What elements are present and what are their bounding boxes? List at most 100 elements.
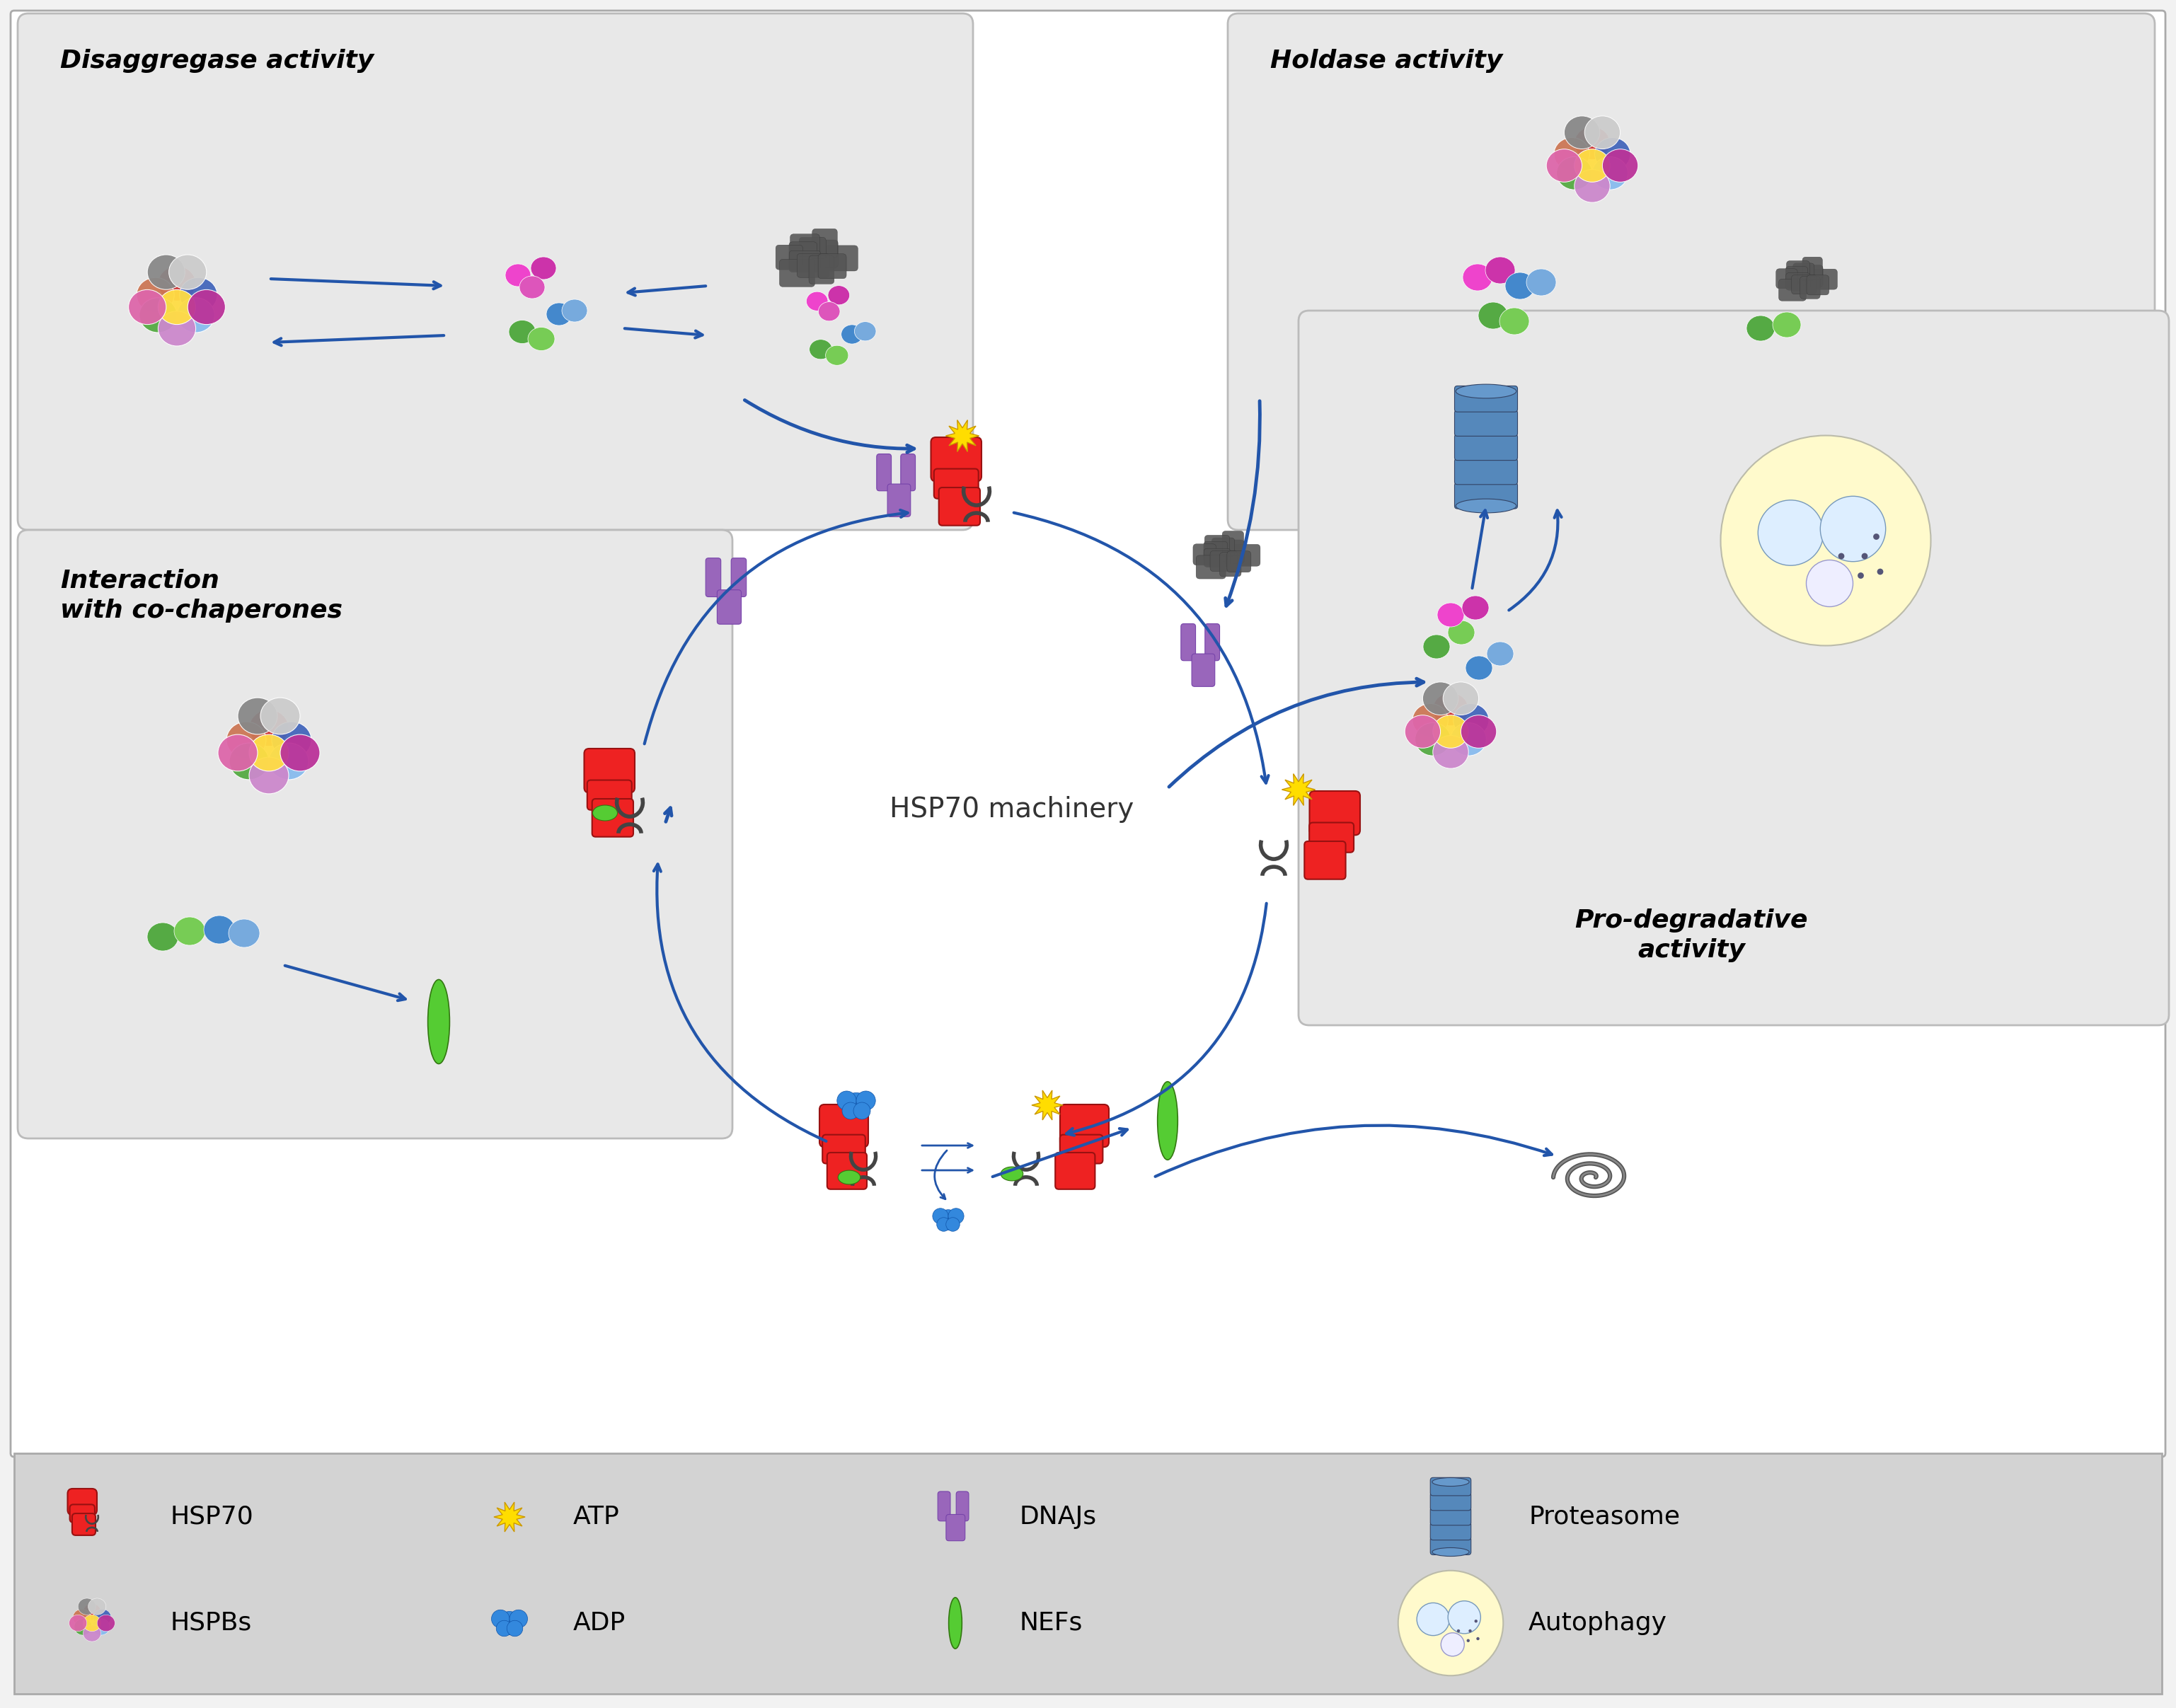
FancyBboxPatch shape <box>1791 275 1817 294</box>
Text: Interaction
with co-chaperones: Interaction with co-chaperones <box>61 569 342 623</box>
Ellipse shape <box>1593 157 1628 190</box>
FancyBboxPatch shape <box>705 559 720 596</box>
Ellipse shape <box>148 922 178 951</box>
FancyBboxPatch shape <box>67 1489 98 1515</box>
FancyBboxPatch shape <box>1310 823 1353 852</box>
Ellipse shape <box>78 1599 96 1614</box>
Ellipse shape <box>1525 268 1556 295</box>
FancyBboxPatch shape <box>1454 483 1517 509</box>
FancyBboxPatch shape <box>799 237 827 260</box>
Ellipse shape <box>148 254 185 290</box>
FancyBboxPatch shape <box>934 468 979 499</box>
FancyBboxPatch shape <box>1210 550 1238 572</box>
Ellipse shape <box>1423 635 1449 659</box>
FancyBboxPatch shape <box>901 454 916 490</box>
Circle shape <box>1469 1629 1471 1633</box>
Ellipse shape <box>1158 1081 1177 1160</box>
Ellipse shape <box>91 1619 109 1635</box>
Ellipse shape <box>1406 716 1441 748</box>
Circle shape <box>1441 1633 1464 1657</box>
FancyBboxPatch shape <box>827 1153 866 1189</box>
Ellipse shape <box>137 278 174 313</box>
FancyBboxPatch shape <box>1299 311 2169 1025</box>
Text: DNAJs: DNAJs <box>1018 1505 1097 1529</box>
FancyBboxPatch shape <box>1303 842 1345 880</box>
Ellipse shape <box>74 1619 91 1635</box>
FancyBboxPatch shape <box>1060 1134 1103 1163</box>
Circle shape <box>1475 1619 1478 1623</box>
Circle shape <box>1447 1600 1480 1633</box>
FancyBboxPatch shape <box>1430 1493 1471 1510</box>
FancyBboxPatch shape <box>947 1515 964 1541</box>
Ellipse shape <box>159 266 196 301</box>
Circle shape <box>1467 1640 1469 1641</box>
Ellipse shape <box>281 734 320 770</box>
FancyBboxPatch shape <box>17 14 973 529</box>
Ellipse shape <box>1432 736 1469 769</box>
FancyBboxPatch shape <box>1212 538 1234 557</box>
Ellipse shape <box>1499 307 1530 335</box>
Ellipse shape <box>1432 1477 1469 1486</box>
FancyBboxPatch shape <box>1454 434 1517 461</box>
Text: HSP70 machinery: HSP70 machinery <box>890 796 1134 823</box>
FancyBboxPatch shape <box>588 781 631 810</box>
Ellipse shape <box>509 319 535 343</box>
Ellipse shape <box>1456 499 1517 512</box>
Ellipse shape <box>592 804 618 822</box>
Circle shape <box>842 1102 860 1119</box>
Ellipse shape <box>139 297 176 333</box>
Ellipse shape <box>1602 149 1639 183</box>
Ellipse shape <box>1478 302 1508 330</box>
Circle shape <box>838 1091 855 1110</box>
FancyBboxPatch shape <box>17 529 733 1139</box>
FancyBboxPatch shape <box>1454 386 1517 412</box>
FancyBboxPatch shape <box>820 1105 868 1148</box>
FancyBboxPatch shape <box>1786 266 1808 285</box>
FancyBboxPatch shape <box>1813 270 1837 289</box>
Circle shape <box>1475 1636 1480 1640</box>
FancyBboxPatch shape <box>1800 277 1819 299</box>
Ellipse shape <box>1575 126 1610 161</box>
FancyBboxPatch shape <box>1430 1477 1471 1496</box>
Ellipse shape <box>1414 722 1451 755</box>
FancyBboxPatch shape <box>818 254 846 278</box>
Ellipse shape <box>842 325 864 343</box>
Ellipse shape <box>1443 681 1480 716</box>
FancyBboxPatch shape <box>70 1505 96 1522</box>
Circle shape <box>507 1621 522 1636</box>
FancyBboxPatch shape <box>1793 263 1815 280</box>
FancyBboxPatch shape <box>955 1491 968 1522</box>
Circle shape <box>949 1208 964 1225</box>
FancyBboxPatch shape <box>812 239 838 268</box>
Ellipse shape <box>187 290 226 325</box>
FancyBboxPatch shape <box>931 437 981 482</box>
FancyBboxPatch shape <box>1776 268 1797 289</box>
Ellipse shape <box>520 277 544 299</box>
FancyBboxPatch shape <box>1223 540 1245 564</box>
Ellipse shape <box>855 321 877 342</box>
FancyBboxPatch shape <box>823 1134 866 1163</box>
FancyBboxPatch shape <box>1430 1522 1471 1541</box>
FancyBboxPatch shape <box>790 251 820 272</box>
Circle shape <box>1860 553 1867 559</box>
Circle shape <box>936 1218 951 1231</box>
FancyBboxPatch shape <box>11 10 2165 1457</box>
Circle shape <box>1839 553 1845 559</box>
FancyBboxPatch shape <box>1802 256 1823 280</box>
Ellipse shape <box>83 1604 100 1621</box>
FancyBboxPatch shape <box>15 1454 2161 1694</box>
Ellipse shape <box>1584 116 1621 149</box>
FancyBboxPatch shape <box>938 1491 951 1522</box>
Ellipse shape <box>83 1624 100 1641</box>
FancyBboxPatch shape <box>1786 273 1810 290</box>
Ellipse shape <box>176 297 215 333</box>
Ellipse shape <box>159 311 196 347</box>
Circle shape <box>934 1208 949 1225</box>
FancyBboxPatch shape <box>1203 541 1227 562</box>
Ellipse shape <box>1460 716 1497 748</box>
Circle shape <box>1806 560 1854 606</box>
Ellipse shape <box>1423 681 1458 716</box>
Circle shape <box>496 1621 511 1636</box>
Ellipse shape <box>1412 704 1447 736</box>
FancyBboxPatch shape <box>1454 458 1517 485</box>
